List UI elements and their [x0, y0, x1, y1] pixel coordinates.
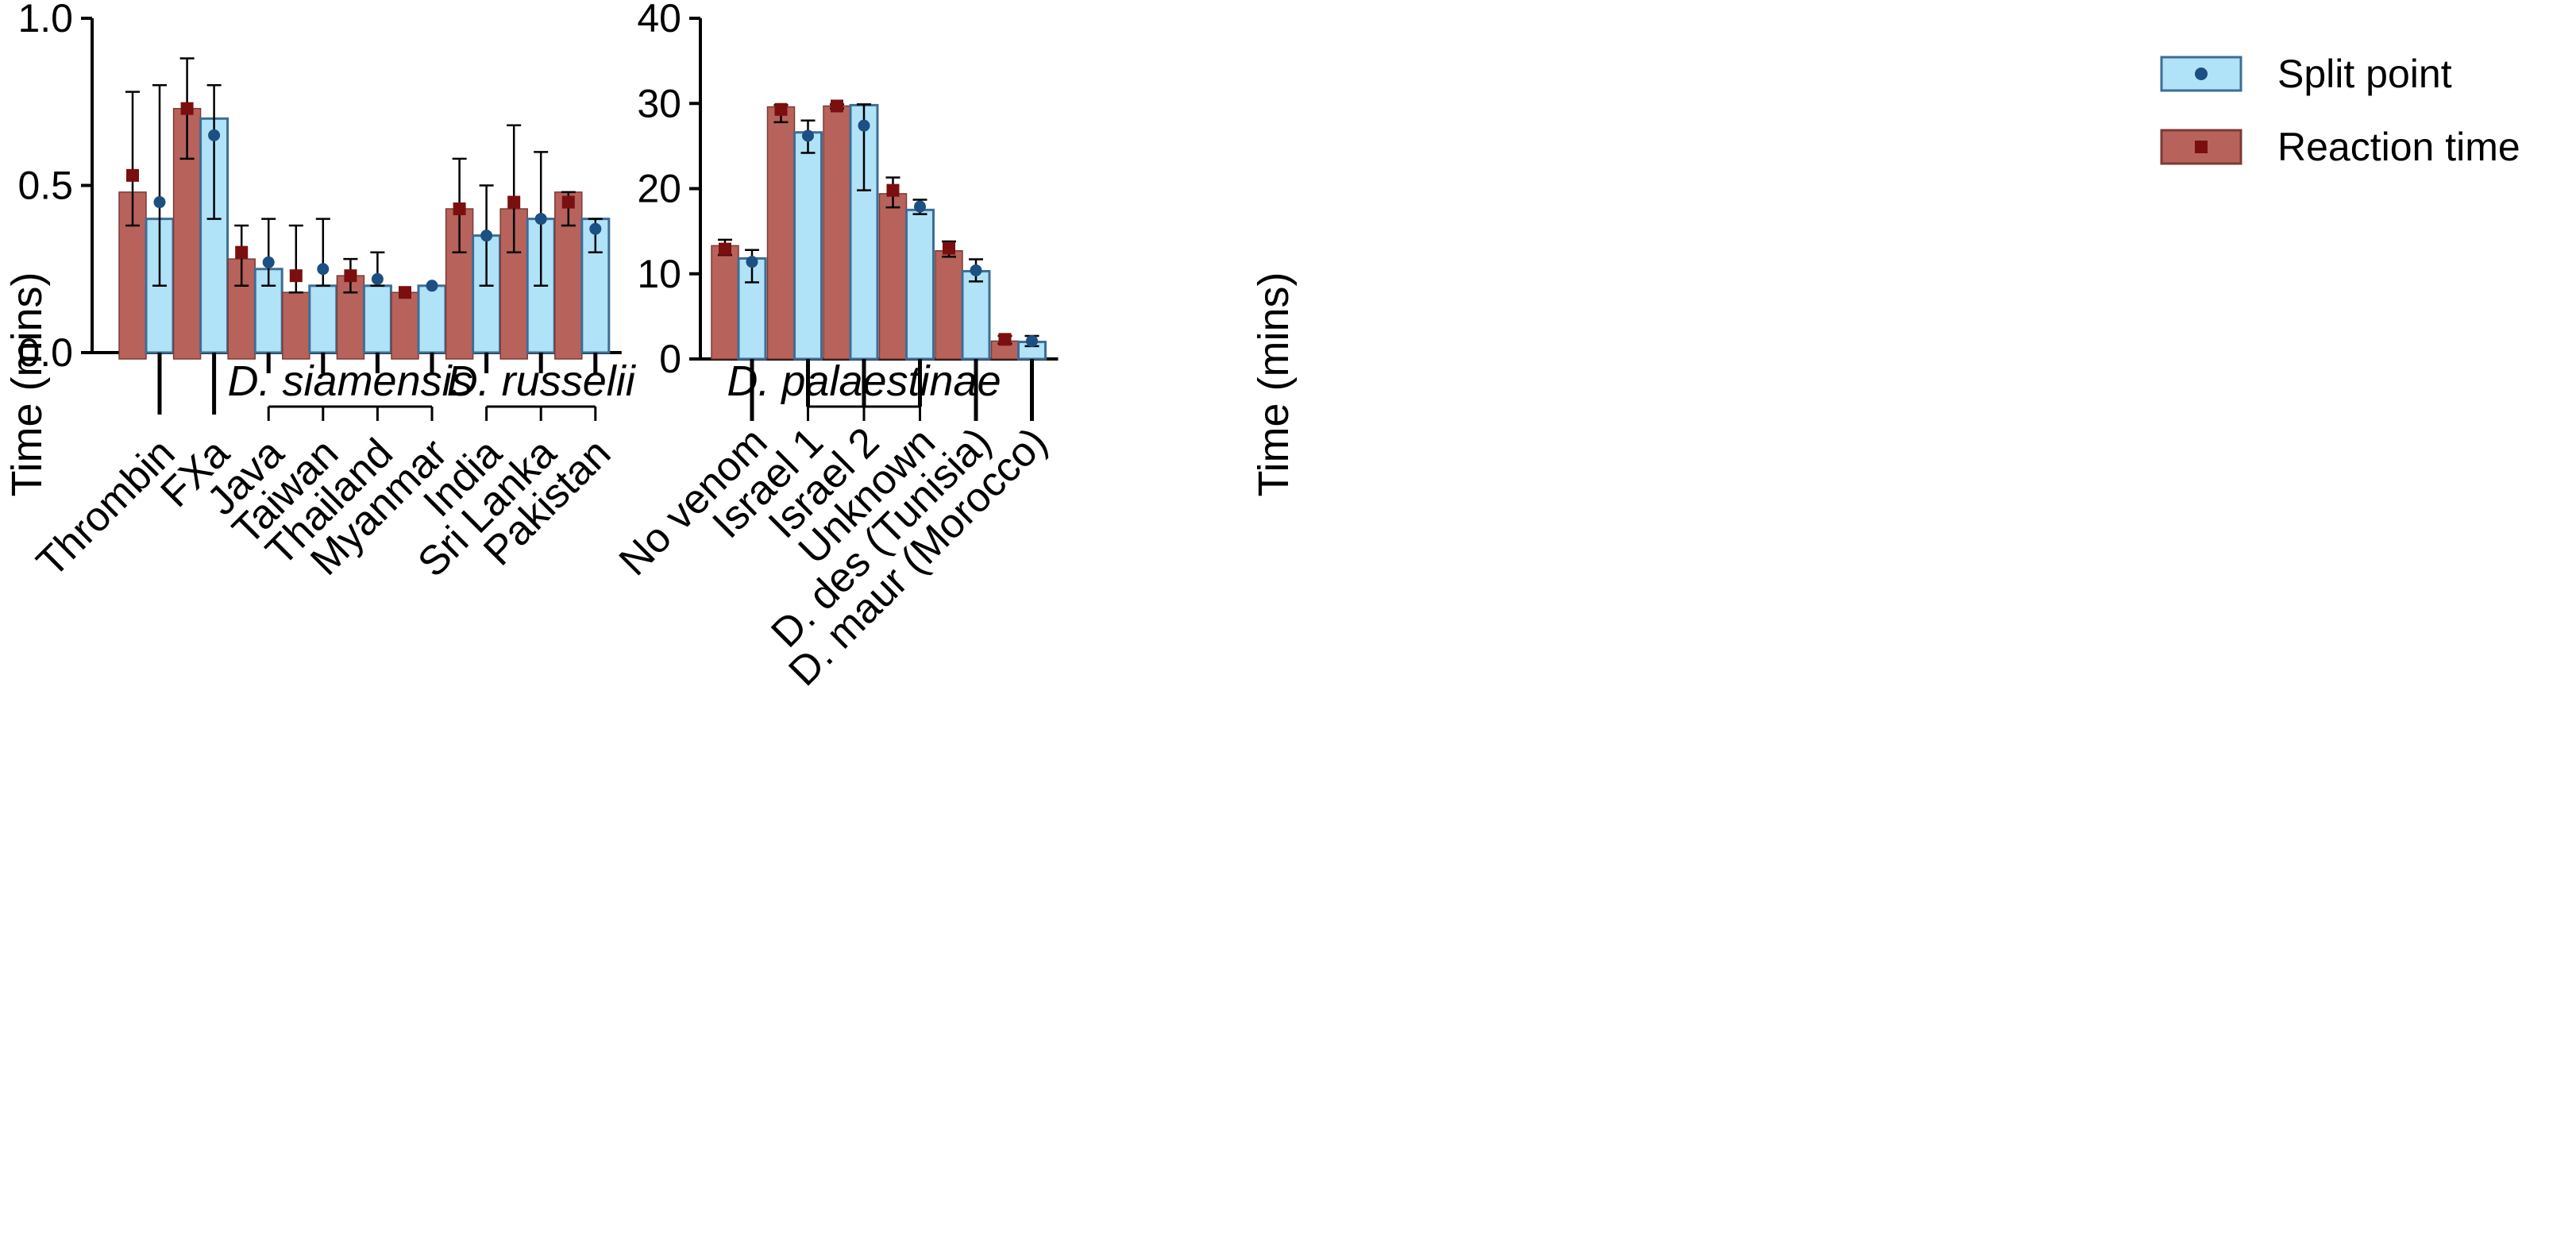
point-reaction-d-maur-morocco	[998, 333, 1012, 346]
point-split-israel-1	[802, 129, 814, 142]
point-reaction-israel-1	[774, 102, 788, 116]
point-split-thrombin	[153, 196, 166, 209]
point-split-fxa	[208, 129, 221, 141]
bar-reaction-myanmar	[391, 291, 419, 360]
point-reaction-java	[235, 245, 249, 259]
point-split-java	[262, 256, 275, 268]
point-split-sri-lanka	[534, 213, 547, 226]
point-split-unknown	[914, 200, 926, 213]
point-split-d-maur-morocco	[1026, 334, 1038, 347]
right-y-tick-label: 40	[637, 0, 681, 41]
point-split-india	[480, 230, 493, 242]
left-y-tick-label: 1.0	[17, 0, 73, 41]
group-label-d-russelii: D. russelii	[447, 357, 637, 405]
point-reaction-no-venom	[719, 242, 731, 256]
point-reaction-fxa	[180, 102, 194, 115]
x-label-thrombin: Thrombin	[28, 430, 183, 585]
group-label-d-palaestinae: D. palaestinae	[727, 357, 1001, 405]
point-reaction-thrombin	[126, 168, 139, 182]
legend-label-split-point: Split point	[2277, 52, 2452, 96]
right-y-tick-label: 10	[637, 252, 681, 296]
bar-reaction-d-des-tunisia	[935, 250, 963, 360]
point-reaction-d-des-tunisia	[943, 241, 955, 255]
bar-split-d-des-tunisia	[961, 270, 991, 361]
bar-split-myanmar	[417, 284, 447, 354]
left-chart: Time (mins) 0.00.51.0ThrombinFXaJavaTaiw…	[3, 0, 637, 586]
point-reaction-israel-2	[831, 99, 843, 113]
point-reaction-india	[453, 202, 466, 215]
bar-reaction-unknown	[878, 193, 908, 360]
bar-reaction-israel-1	[766, 106, 796, 360]
left-y-tick-label: 0.0	[17, 330, 73, 375]
bar-split-israel-1	[793, 131, 823, 361]
bar-split-unknown	[905, 208, 935, 361]
point-split-israel-2	[858, 119, 870, 132]
right-y-tick-label: 20	[637, 167, 681, 211]
point-split-thailand	[371, 272, 384, 285]
legend: Split point Reaction time	[2160, 52, 2520, 169]
point-split-taiwan	[317, 263, 330, 276]
point-reaction-sri-lanka	[507, 195, 521, 209]
right-y-tick-label: 0	[659, 337, 681, 381]
point-reaction-unknown	[886, 183, 900, 197]
right-y-tick-label: 30	[637, 81, 681, 125]
point-reaction-thailand	[344, 269, 357, 283]
bar-reaction-taiwan	[282, 291, 310, 360]
bar-reaction-israel-2	[823, 105, 851, 360]
point-reaction-myanmar	[399, 286, 411, 299]
point-split-d-des-tunisia	[970, 264, 982, 276]
bar-split-thailand	[362, 284, 392, 354]
legend-marker-split-point	[2195, 68, 2208, 80]
right-y-axis-label: Time (mins)	[1250, 272, 1298, 497]
point-reaction-taiwan	[289, 269, 303, 283]
point-split-myanmar	[426, 280, 438, 292]
left-y-axis-label: Time (mins)	[3, 272, 51, 497]
point-split-pakistan	[589, 222, 602, 235]
point-split-no-venom	[746, 256, 758, 268]
point-reaction-pakistan	[561, 195, 575, 209]
bar-split-taiwan	[308, 284, 338, 354]
legend-label-reaction-time: Reaction time	[2277, 125, 2520, 169]
group-label-d-siamensis: D. siamensis	[228, 357, 473, 405]
left-y-tick-label: 0.5	[17, 164, 73, 208]
legend-marker-reaction-time	[2195, 141, 2208, 153]
bar-reaction-no-venom	[711, 245, 739, 360]
